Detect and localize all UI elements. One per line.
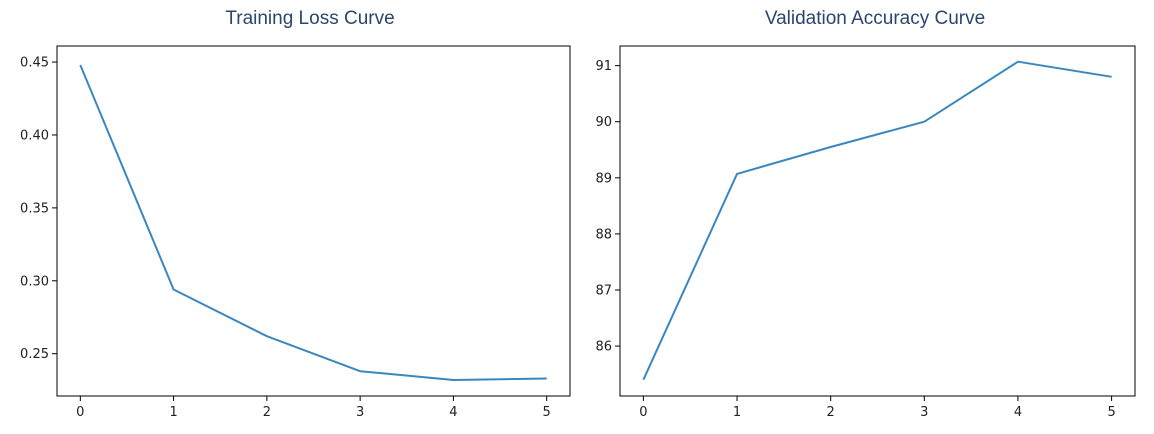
loss-x-tick-label: 4: [449, 405, 457, 420]
loss-y-tick-label: 0.30: [20, 274, 49, 289]
accuracy-x-tick-label: 4: [1014, 405, 1022, 420]
loss-x-tick-label: 5: [543, 405, 551, 420]
accuracy-x-tick-label: 0: [639, 405, 647, 420]
loss-y-tick-label: 0.35: [20, 201, 49, 216]
loss-y-tick-label: 0.40: [20, 128, 49, 143]
accuracy-x-tick-label: 5: [1107, 405, 1115, 420]
accuracy-x-tick-label: 2: [827, 405, 835, 420]
loss-axes-frame: [56, 45, 571, 397]
loss-series-line: [79, 64, 547, 381]
validation-accuracy-chart: 0 1 2 3 4 5 86 87 88 89 90 91: [595, 45, 1136, 420]
accuracy-y-tick-label: 88: [595, 227, 612, 242]
accuracy-y-tick-label: 87: [595, 283, 612, 298]
accuracy-series-line: [642, 60, 1112, 381]
accuracy-axes-frame: [619, 45, 1136, 397]
validation-accuracy-title: Validation Accuracy Curve: [764, 8, 986, 29]
accuracy-x-tick-label: 1: [733, 405, 741, 420]
loss-x-tick-label: 0: [76, 405, 84, 420]
training-loss-title: Training Loss Curve: [225, 8, 395, 29]
accuracy-x-tick-label: 3: [920, 405, 928, 420]
loss-x-tick-label: 3: [356, 405, 364, 420]
training-loss-chart: 0 1 2 3 4 5 0.25 0.30 0.35 0.40 0.45: [20, 45, 571, 420]
accuracy-y-tick-label: 89: [595, 171, 612, 186]
accuracy-y-tick-label: 86: [595, 340, 612, 355]
loss-y-tick-label: 0.25: [20, 347, 49, 362]
accuracy-y-tick-label: 90: [595, 115, 612, 130]
loss-x-tick-label: 1: [169, 405, 177, 420]
accuracy-y-tick-label: 91: [595, 59, 612, 74]
loss-x-tick-label: 2: [263, 405, 271, 420]
loss-y-tick-label: 0.45: [20, 56, 49, 71]
